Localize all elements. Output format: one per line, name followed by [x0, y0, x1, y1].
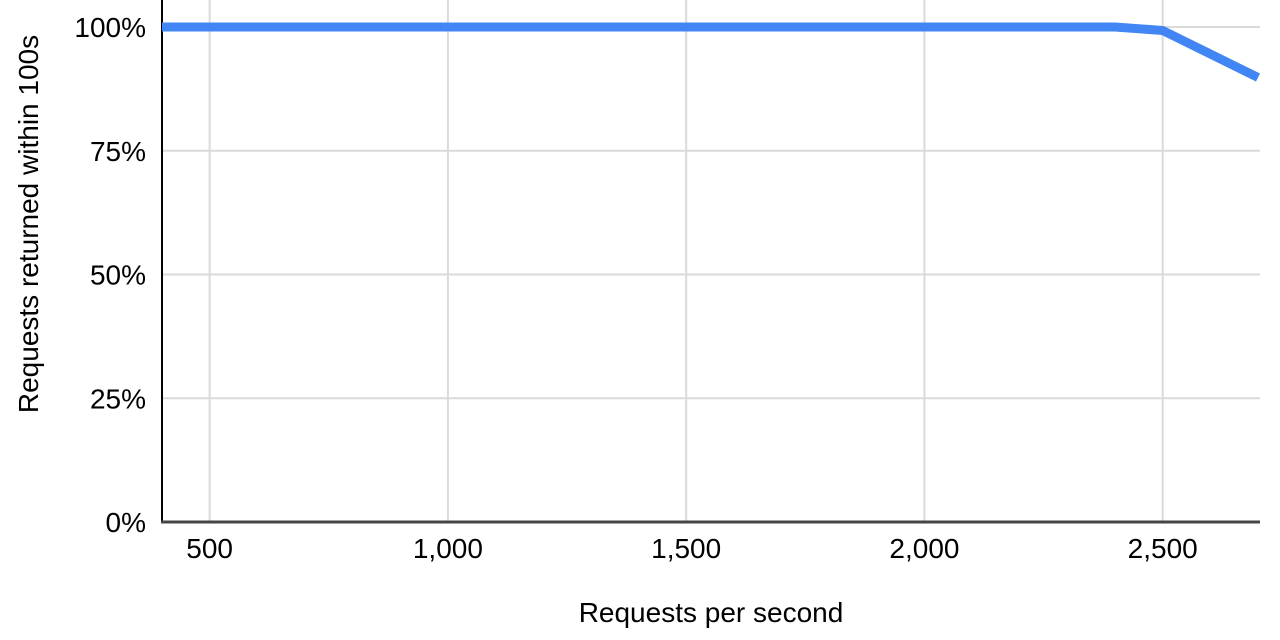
y-tick-label: 0% [106, 507, 146, 538]
y-tick-label: 100% [74, 12, 146, 43]
y-tick-label: 75% [90, 136, 146, 167]
x-tick-label: 500 [186, 533, 233, 564]
x-axis-title: Requests per second [579, 597, 844, 628]
x-tick-label: 2,000 [889, 533, 959, 564]
axis-lines [161, 0, 1260, 524]
tick-labels: 500 1,000 1,500 2,000 2,500 0% 25% 50% 75% 100% [74, 12, 1197, 564]
x-tick-label: 2,500 [1128, 533, 1198, 564]
gridlines [162, 0, 1260, 522]
y-axis-title: Requests returned within 100s [13, 35, 44, 413]
x-tick-label: 1,000 [413, 533, 483, 564]
series-line [162, 22, 1260, 82]
y-tick-label: 25% [90, 383, 146, 414]
y-tick-label: 50% [90, 260, 146, 291]
x-tick-label: 1,500 [651, 533, 721, 564]
data-series [162, 22, 1260, 82]
